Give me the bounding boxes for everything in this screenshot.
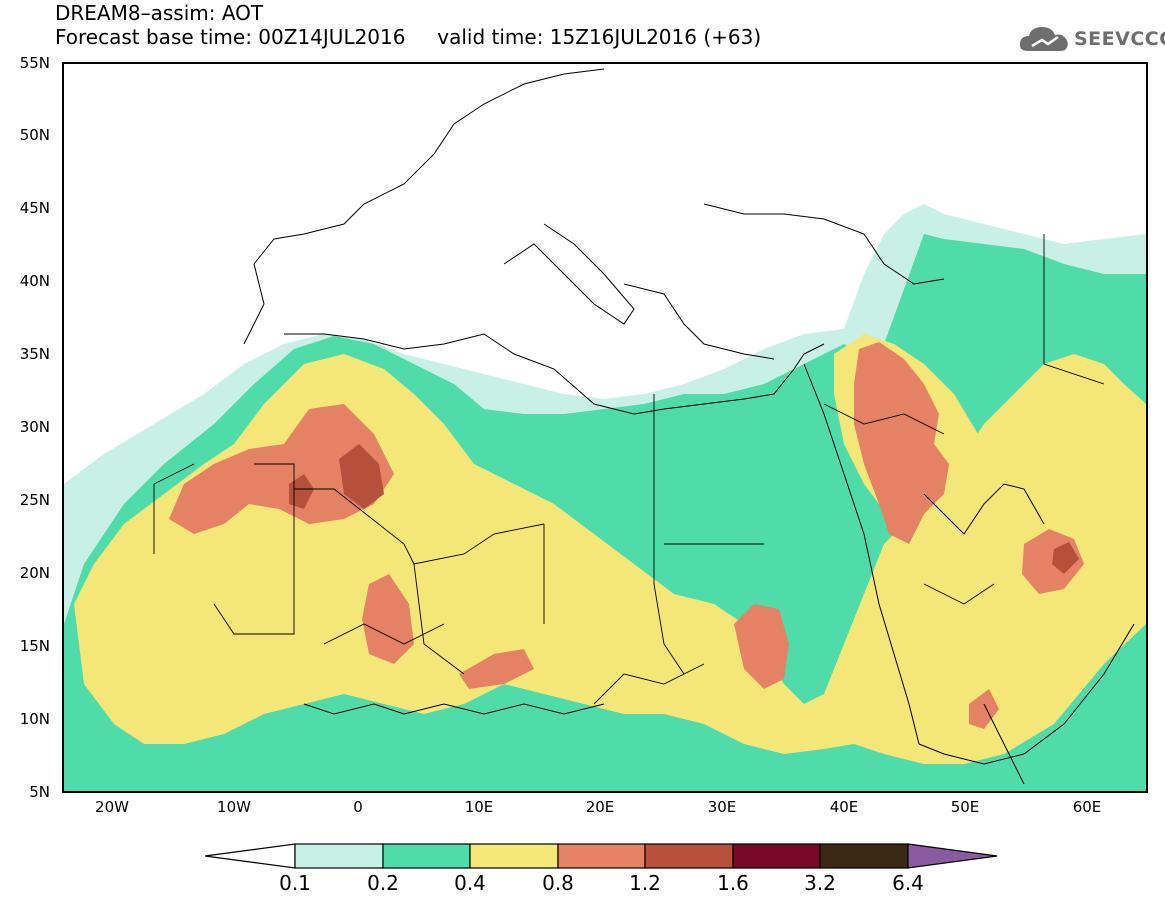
colorbar-bin-0.4: [469, 843, 559, 869]
colorbar-label-0.4: 0.4: [454, 871, 486, 895]
logo-text: SEEVCCC: [1074, 28, 1165, 50]
colorbar-bin-0.2: [382, 843, 471, 869]
colorbar-bin-1.2: [644, 843, 734, 869]
lon-tick-40e: 40E: [829, 798, 859, 816]
aot-band-0.8-mali: [362, 574, 414, 664]
colorbar-label-3.2: 3.2: [804, 871, 836, 895]
map-area: [62, 62, 1148, 793]
lon-tick-30e: 30E: [707, 798, 737, 816]
aot-band-1.2-algeria-south: [289, 474, 314, 509]
map-title: DREAM8–assim: AOT: [55, 1, 264, 25]
colorbar-label-1.2: 1.2: [629, 871, 661, 895]
aot-band-0.8-sudan: [734, 604, 789, 689]
coastlines: [243, 68, 1135, 785]
aot-band-0.8-niger: [459, 649, 534, 689]
lon-tick-20e: 20E: [585, 798, 615, 816]
lat-tick-20n: 20N: [19, 564, 50, 582]
lat-tick-15n: 15N: [19, 637, 50, 655]
colorbar: [205, 843, 998, 869]
lat-tick-45n: 45N: [19, 199, 50, 217]
lat-tick-40n: 40N: [19, 272, 50, 290]
lat-tick-5n: 5N: [29, 783, 50, 801]
forecast-time-line: Forecast base time: 00Z14JUL2016 valid t…: [55, 25, 762, 49]
lon-tick-10e: 10E: [464, 798, 494, 816]
colorbar-label-0.1: 0.1: [279, 871, 311, 895]
aot-band-0.8-west-sahara: [169, 404, 394, 534]
aot-band-0.8-iraq: [854, 342, 949, 544]
lat-tick-50n: 50N: [19, 126, 50, 144]
colorbar-label-0.8: 0.8: [542, 871, 574, 895]
lon-tick-20w: 20W: [95, 798, 129, 816]
country-borders: [153, 234, 1105, 705]
lon-tick-50e: 50E: [950, 798, 980, 816]
lat-tick-35n: 35N: [19, 345, 50, 363]
lat-tick-10n: 10N: [19, 710, 50, 728]
colorbar-bin-0.8: [557, 843, 646, 869]
lat-tick-30n: 30N: [19, 418, 50, 436]
lat-tick-55n: 55N: [19, 54, 50, 72]
aot-band-1.2-algeria: [339, 444, 384, 509]
colorbar-bin-0.1: [294, 843, 384, 869]
colorbar-bin-1.6: [732, 843, 821, 869]
colorbar-high-arrow: [907, 843, 998, 869]
cloud-icon: [1019, 27, 1068, 51]
aot-field: [64, 64, 1146, 791]
colorbar-label-6.4: 6.4: [892, 871, 924, 895]
aot-band-1.2-oman: [1052, 542, 1079, 574]
colorbar-label-1.6: 1.6: [717, 871, 749, 895]
colorbar-bin-3.2: [819, 843, 909, 869]
colorbar-low-arrow: [205, 843, 296, 869]
colorbar-label-0.2: 0.2: [367, 871, 399, 895]
lon-tick-60e: 60E: [1072, 798, 1102, 816]
lon-tick-10w: 10W: [217, 798, 251, 816]
lon-tick-0: 0: [353, 798, 363, 816]
seevccc-logo: SEEVCCC: [1018, 23, 1165, 55]
lat-tick-25n: 25N: [19, 491, 50, 509]
